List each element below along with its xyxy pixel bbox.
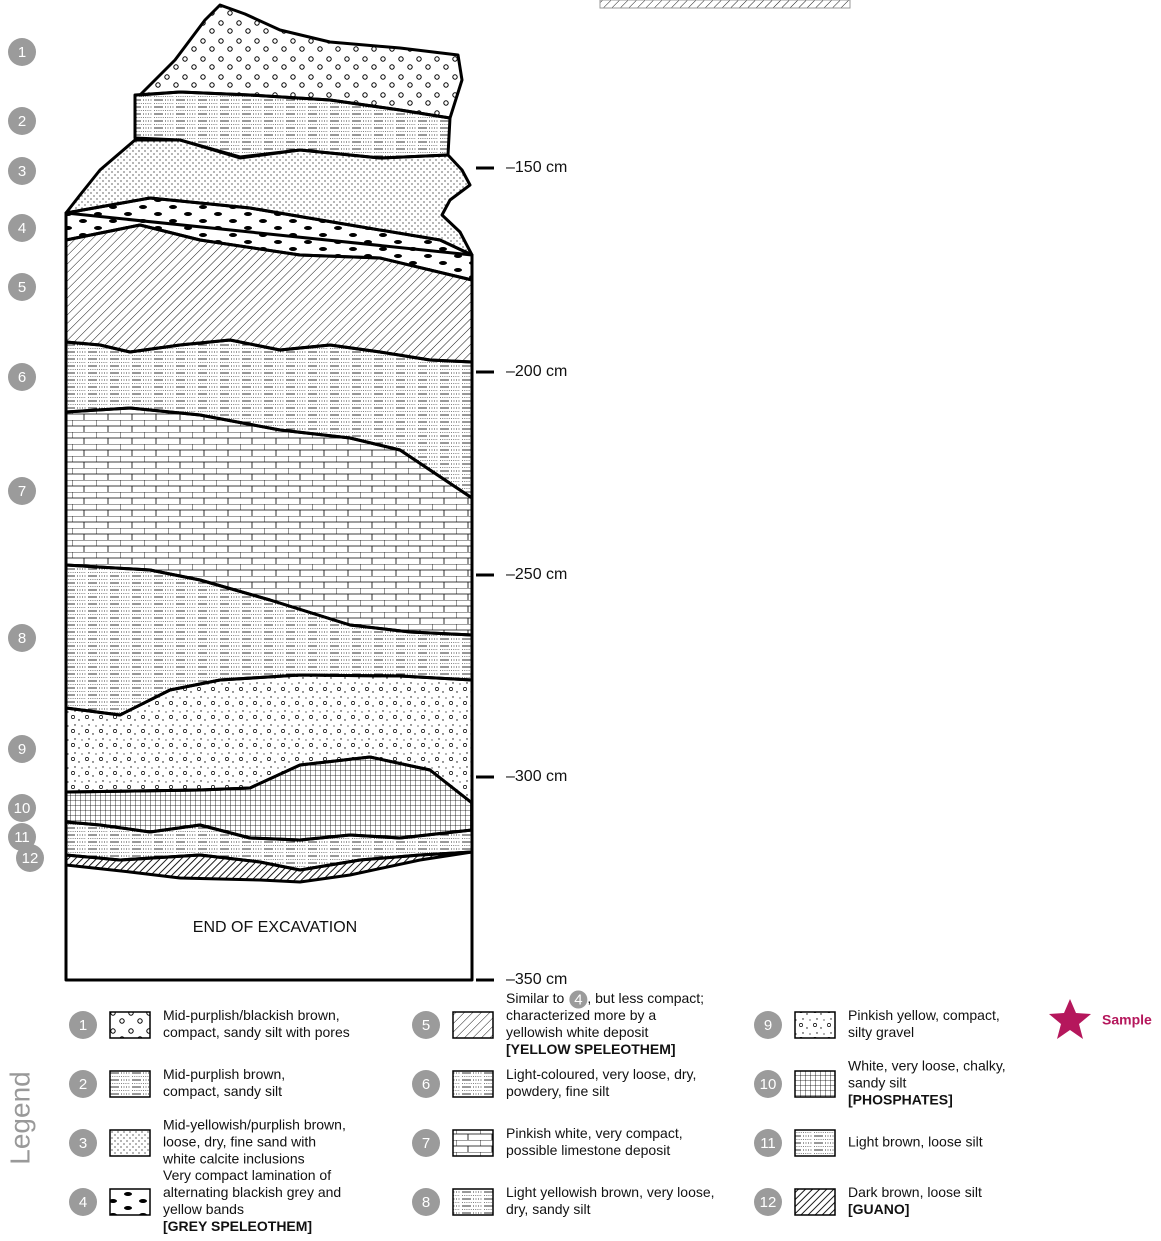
legend-tag: [GREY SPELEOTHEM] <box>163 1218 312 1234</box>
number-label: 2 <box>79 1076 87 1093</box>
number-label: 2 <box>18 113 26 130</box>
legend-text: Mid-purplish brown, <box>163 1066 285 1082</box>
legend-swatch <box>795 1012 835 1038</box>
number-label: 12 <box>22 850 39 867</box>
number-label: 3 <box>79 1135 87 1152</box>
legend-swatch <box>453 1189 493 1215</box>
legend-text: alternating blackish grey and <box>163 1184 341 1200</box>
number-label: 4 <box>79 1194 87 1211</box>
number-label: 6 <box>422 1076 430 1093</box>
legend-text: Very compact lamination of <box>163 1167 331 1183</box>
legend-text: yellow bands <box>163 1201 244 1217</box>
legend-swatch <box>795 1130 835 1156</box>
legend-text: Dark brown, loose silt <box>848 1184 982 1200</box>
legend-swatch <box>795 1071 835 1097</box>
number-label: 1 <box>18 44 26 61</box>
legend-text: powdery, fine silt <box>506 1083 609 1099</box>
depth-label: –300 cm <box>506 768 567 785</box>
legend-text: compact, sandy silt with pores <box>163 1024 350 1040</box>
legend-text: Mid-purplish/blackish brown, <box>163 1007 340 1023</box>
legend-text: yellowish white deposit <box>506 1024 649 1040</box>
legend-text: compact, sandy silt <box>163 1083 282 1099</box>
legend-text: dry, sandy silt <box>506 1201 591 1217</box>
page: END OF EXCAVATION 123456789101112–150 cm… <box>0 0 1161 1241</box>
legend-text: loose, dry, fine sand with <box>163 1134 316 1150</box>
number-label: 8 <box>18 630 26 647</box>
depth-label: –200 cm <box>506 363 567 380</box>
legend-text: Mid-yellowish/purplish brown, <box>163 1117 346 1133</box>
ref-label: 4 <box>574 991 582 1008</box>
number-label: 11 <box>760 1135 776 1152</box>
scale-bar <box>600 0 850 8</box>
legend-tag: [YELLOW SPELEOTHEM] <box>506 1041 676 1057</box>
legend-text: Pinkish white, very compact, <box>506 1125 683 1141</box>
number-label: 10 <box>760 1076 777 1093</box>
legend-swatch <box>453 1130 493 1156</box>
legend-swatch <box>453 1012 493 1038</box>
number-label: 5 <box>18 279 26 296</box>
legend-text: Light brown, loose silt <box>848 1134 983 1150</box>
legend-text: Light yellowish brown, very loose, <box>506 1184 715 1200</box>
legend-swatch <box>453 1071 493 1097</box>
legend-text: white calcite inclusions <box>162 1151 305 1167</box>
depth-label: –150 cm <box>506 159 567 176</box>
legend-text: silty gravel <box>848 1024 914 1040</box>
legend-text: possible limestone deposit <box>506 1142 670 1158</box>
number-label: 7 <box>18 483 26 500</box>
number-label: 10 <box>14 800 31 817</box>
number-label: 3 <box>18 163 26 180</box>
legend-text: characterized more by a <box>506 1007 656 1023</box>
legend-text: Pinkish yellow, compact, <box>848 1007 1000 1023</box>
legend-swatch <box>795 1189 835 1215</box>
legend-swatch <box>110 1130 150 1156</box>
number-label: 1 <box>79 1017 87 1034</box>
legend-swatch <box>110 1189 150 1215</box>
legend-text: , but less compact; <box>587 990 704 1006</box>
legend-text: Light-coloured, very loose, dry, <box>506 1066 696 1082</box>
legend-text: Similar to <box>506 990 565 1006</box>
legend-tag: [PHOSPHATES] <box>848 1092 953 1108</box>
number-label: 12 <box>760 1194 777 1211</box>
number-label: 8 <box>422 1194 430 1211</box>
legend-swatch <box>110 1012 150 1038</box>
section-column <box>66 5 472 980</box>
sample-label: Sample <box>1102 1012 1152 1028</box>
number-label: 9 <box>18 741 26 758</box>
legend-text: White, very loose, chalky, <box>848 1058 1006 1074</box>
legend-title: Legend <box>4 1071 35 1164</box>
number-label: 7 <box>422 1135 430 1152</box>
number-label: 4 <box>18 220 26 237</box>
legend-text: sandy silt <box>848 1075 906 1091</box>
sample-star <box>1049 999 1091 1039</box>
end-label: END OF EXCAVATION <box>193 919 357 936</box>
depth-label: –350 cm <box>506 971 567 988</box>
legend-tag: [GUANO] <box>848 1201 909 1217</box>
legend-swatch <box>110 1071 150 1097</box>
number-label: 5 <box>422 1017 430 1034</box>
number-label: 6 <box>18 369 26 386</box>
number-label: 11 <box>14 829 30 846</box>
depth-label: –250 cm <box>506 566 567 583</box>
number-label: 9 <box>764 1017 772 1034</box>
